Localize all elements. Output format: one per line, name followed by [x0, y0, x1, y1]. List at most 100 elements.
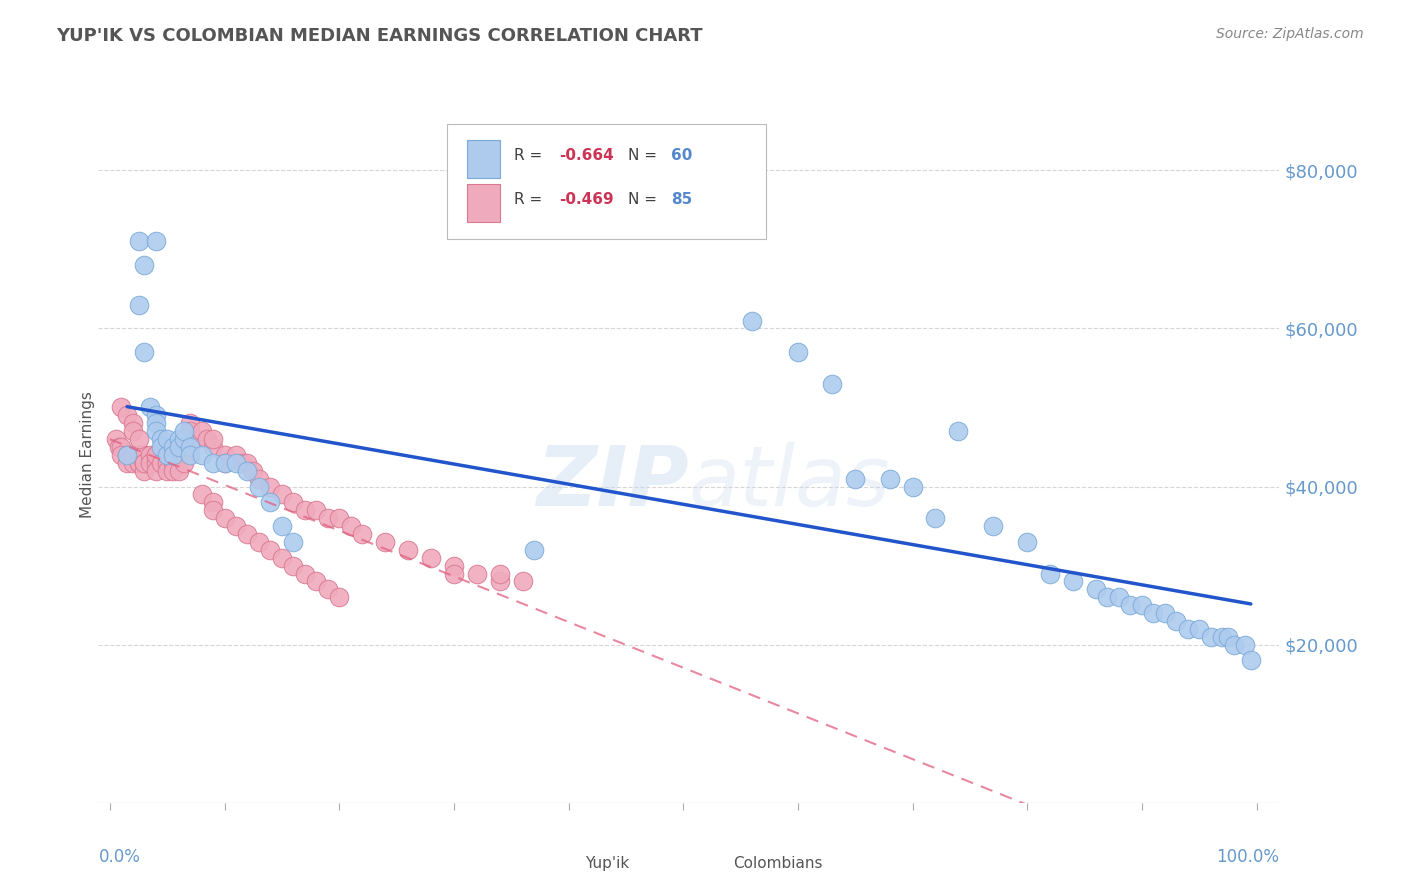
- Point: [145, 448, 167, 462]
- Point: [150, 432, 173, 446]
- Text: YUP'IK VS COLOMBIAN MEDIAN EARNINGS CORRELATION CHART: YUP'IK VS COLOMBIAN MEDIAN EARNINGS CORR…: [56, 27, 703, 45]
- Point: [283, 558, 305, 573]
- Point: [259, 495, 281, 509]
- Point: [339, 519, 361, 533]
- Point: [259, 542, 281, 557]
- Bar: [467, 140, 501, 178]
- Point: [145, 409, 167, 423]
- Point: [115, 456, 138, 470]
- Point: [134, 448, 156, 462]
- Point: [352, 527, 374, 541]
- Point: [316, 582, 339, 597]
- Point: [236, 464, 259, 478]
- Point: [145, 464, 167, 478]
- Point: [121, 448, 143, 462]
- Point: [1130, 598, 1153, 612]
- Text: 100.0%: 100.0%: [1216, 848, 1279, 866]
- Text: Source: ZipAtlas.com: Source: ZipAtlas.com: [1216, 27, 1364, 41]
- Point: [443, 558, 465, 573]
- Point: [121, 456, 143, 470]
- Point: [104, 432, 127, 446]
- Point: [121, 448, 143, 462]
- Point: [179, 440, 201, 454]
- Point: [156, 464, 179, 478]
- Point: [512, 574, 534, 589]
- Point: [139, 448, 162, 462]
- Point: [173, 432, 195, 446]
- Text: 85: 85: [671, 192, 693, 207]
- Point: [948, 424, 970, 438]
- Point: [270, 487, 292, 501]
- Point: [283, 495, 305, 509]
- Point: [247, 535, 270, 549]
- Point: [328, 511, 350, 525]
- Point: [179, 417, 201, 431]
- Point: [202, 495, 225, 509]
- Point: [1108, 591, 1130, 605]
- Text: R =: R =: [515, 192, 547, 207]
- Point: [128, 448, 150, 462]
- Point: [179, 448, 201, 462]
- Point: [396, 542, 419, 557]
- Point: [115, 448, 138, 462]
- Text: ZIP: ZIP: [536, 442, 689, 524]
- Point: [156, 432, 179, 446]
- Point: [214, 456, 236, 470]
- Point: [184, 432, 207, 446]
- Point: [128, 298, 150, 312]
- Point: [195, 432, 218, 446]
- Point: [145, 448, 167, 462]
- Point: [1085, 582, 1108, 597]
- Point: [214, 456, 236, 470]
- Point: [145, 456, 167, 470]
- Point: [167, 448, 190, 462]
- Text: -0.664: -0.664: [560, 148, 614, 163]
- Point: [741, 313, 763, 327]
- Point: [270, 550, 292, 565]
- Point: [294, 503, 316, 517]
- Text: N =: N =: [627, 192, 661, 207]
- Point: [1142, 606, 1164, 620]
- Point: [167, 432, 190, 446]
- Point: [156, 456, 179, 470]
- Point: [179, 424, 201, 438]
- Point: [173, 424, 195, 438]
- Point: [236, 527, 259, 541]
- Point: [134, 345, 156, 359]
- Point: [121, 424, 143, 438]
- Point: [134, 456, 156, 470]
- Point: [283, 535, 305, 549]
- Point: [786, 345, 808, 359]
- Text: R =: R =: [515, 148, 547, 163]
- Point: [844, 472, 866, 486]
- Point: [128, 235, 150, 249]
- Point: [167, 464, 190, 478]
- Point: [121, 417, 143, 431]
- Point: [1166, 614, 1188, 628]
- Point: [225, 519, 247, 533]
- Point: [150, 440, 173, 454]
- Point: [156, 448, 179, 462]
- Point: [214, 448, 236, 462]
- Point: [202, 456, 225, 470]
- Point: [115, 409, 138, 423]
- Point: [1153, 606, 1175, 620]
- Point: [162, 440, 184, 454]
- Point: [1211, 630, 1233, 644]
- Point: [139, 401, 162, 415]
- Point: [190, 487, 212, 501]
- Point: [162, 448, 184, 462]
- Point: [225, 456, 247, 470]
- Point: [145, 235, 167, 249]
- Point: [1188, 622, 1211, 636]
- Text: -0.469: -0.469: [560, 192, 613, 207]
- Point: [110, 448, 132, 462]
- Point: [156, 448, 179, 462]
- Point: [981, 519, 1004, 533]
- Point: [190, 448, 212, 462]
- Point: [270, 519, 292, 533]
- Point: [1039, 566, 1062, 581]
- Point: [128, 456, 150, 470]
- Point: [1062, 574, 1084, 589]
- Point: [443, 566, 465, 581]
